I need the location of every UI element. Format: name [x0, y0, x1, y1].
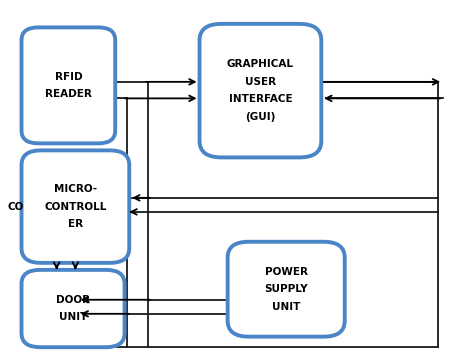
Text: POWER: POWER	[264, 267, 308, 277]
Text: READER: READER	[45, 89, 92, 99]
FancyBboxPatch shape	[21, 27, 115, 144]
FancyBboxPatch shape	[228, 242, 345, 337]
Text: GRAPHICAL: GRAPHICAL	[227, 59, 294, 69]
Text: ER: ER	[68, 219, 83, 229]
Text: SUPPLY: SUPPLY	[264, 284, 308, 294]
FancyBboxPatch shape	[21, 150, 129, 263]
FancyBboxPatch shape	[200, 24, 321, 157]
Text: USER: USER	[245, 77, 276, 87]
Text: (GUI): (GUI)	[245, 112, 275, 122]
Text: UNIT: UNIT	[272, 302, 301, 312]
Text: MICRO-: MICRO-	[54, 184, 97, 194]
Text: CONTROLL: CONTROLL	[44, 202, 107, 212]
FancyBboxPatch shape	[21, 270, 125, 347]
Text: DOOR: DOOR	[56, 295, 90, 305]
Text: INTERFACE: INTERFACE	[228, 94, 292, 105]
Text: CO: CO	[8, 202, 24, 212]
Text: UNIT: UNIT	[59, 312, 87, 322]
Text: RFID: RFID	[55, 72, 82, 82]
